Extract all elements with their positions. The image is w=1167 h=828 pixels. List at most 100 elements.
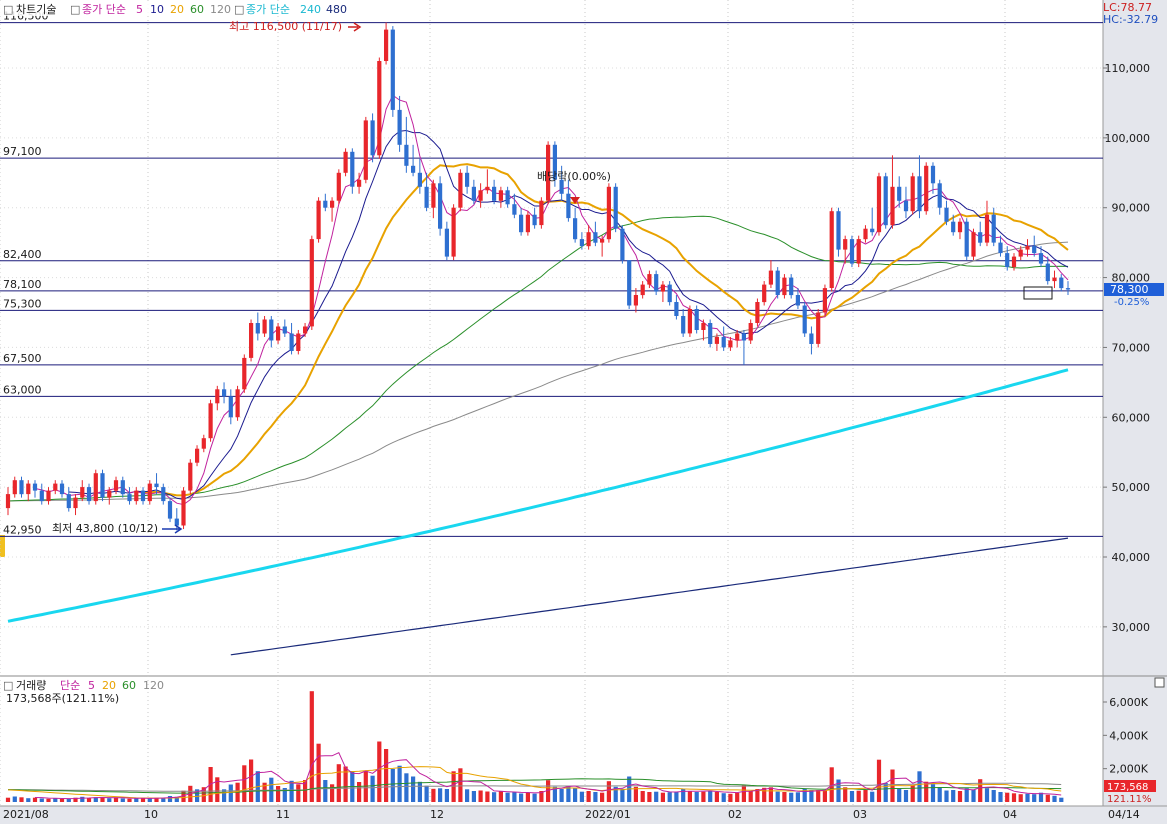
- candle-body: [73, 497, 78, 509]
- legend-box-icon[interactable]: □: [3, 679, 13, 692]
- volume-bar: [593, 792, 598, 802]
- candle-body: [795, 295, 800, 306]
- volume-legend-ma60: 60: [122, 679, 136, 692]
- volume-bar: [370, 775, 375, 802]
- volume-bar: [181, 790, 186, 802]
- candle-body: [188, 462, 193, 491]
- candle-body: [1045, 263, 1050, 282]
- candle-body: [937, 183, 942, 208]
- volume-bar: [721, 793, 726, 802]
- candle-body: [5, 494, 11, 509]
- volume-bar: [80, 796, 85, 802]
- volume-bar: [667, 792, 672, 802]
- candle-body: [242, 357, 247, 390]
- volume-bar: [728, 793, 733, 802]
- volume-tick-label: 4,000K: [1109, 729, 1148, 742]
- pane-menu-button[interactable]: [1154, 677, 1165, 688]
- candle-body: [39, 490, 44, 502]
- candle-body: [856, 239, 861, 264]
- time-tick-label: 04/14: [1108, 808, 1140, 821]
- candle-body: [701, 323, 706, 330]
- volume-bar: [579, 791, 584, 802]
- arrow-right-icon: [348, 22, 362, 32]
- current-volume: 173,568: [1107, 782, 1148, 793]
- legend-ma5: 5: [136, 3, 143, 16]
- volume-bar: [957, 791, 963, 802]
- candle-body: [552, 144, 557, 180]
- volume-bar: [930, 784, 936, 802]
- volume-bar: [86, 798, 92, 802]
- legend-ma240: 240: [300, 3, 321, 16]
- volume-bar: [559, 789, 564, 802]
- candle-body: [228, 396, 233, 418]
- candle-body: [127, 494, 132, 502]
- volume-bar: [876, 759, 882, 802]
- candle-body: [741, 333, 746, 341]
- volume-bar: [910, 785, 915, 802]
- candle-body: [991, 214, 996, 243]
- volume-bar: [822, 790, 827, 802]
- legend-box-icon[interactable]: □: [234, 3, 244, 16]
- volume-bar: [1018, 794, 1023, 802]
- candle-body: [606, 186, 611, 240]
- candle-body: [721, 336, 726, 348]
- volume-bar: [323, 780, 328, 802]
- volume-bar: [5, 797, 11, 802]
- price-level-label: 42,950: [3, 523, 42, 536]
- volume-bar: [140, 798, 146, 802]
- volume-bar: [606, 781, 611, 802]
- candle-body: [120, 480, 125, 495]
- volume-bar: [262, 782, 267, 802]
- volume-legend-title[interactable]: 거래량: [16, 679, 46, 692]
- volume-legend-current: 173,568주(121.11%): [6, 692, 119, 705]
- volume-bar: [647, 792, 652, 802]
- volume-bar: [438, 788, 443, 802]
- volume-bar: [620, 788, 625, 802]
- volume-bar: [492, 792, 497, 802]
- candle-body: [998, 242, 1003, 254]
- time-axis: 2021/08 10 11 12 2022/01 02 03 04 04/14: [3, 808, 1140, 821]
- legend-box-icon[interactable]: □: [70, 3, 80, 16]
- volume-bar: [998, 792, 1003, 802]
- volume-bar: [546, 780, 551, 802]
- volume-bar: [944, 790, 949, 802]
- candle-body: [465, 172, 470, 187]
- volume-bar: [127, 798, 132, 802]
- legend-ma10: 10: [150, 3, 164, 16]
- price-level-label: 78,100: [3, 278, 42, 291]
- lc-indicator: LC:78.77: [1103, 1, 1152, 14]
- volume-bar: [917, 771, 922, 802]
- candle-body: [363, 120, 368, 180]
- volume-bar: [829, 767, 834, 802]
- left-edge-marker: [0, 535, 5, 557]
- candle-body: [505, 190, 510, 205]
- volume-bar: [755, 789, 760, 802]
- volume-bar: [336, 764, 341, 802]
- candle-body: [93, 473, 98, 502]
- volume-bar: [1045, 794, 1050, 802]
- candle-body: [215, 389, 220, 404]
- time-tick-label: 12: [430, 808, 444, 821]
- volume-bar: [59, 799, 65, 802]
- volume-bar: [120, 798, 125, 802]
- legend-title[interactable]: 차트기술: [16, 3, 56, 16]
- candle-body: [458, 172, 463, 208]
- volume-bar: [978, 779, 983, 802]
- price-tick-label: 40,000: [1112, 551, 1151, 564]
- ma480-line: [230, 537, 1069, 656]
- volume-bar: [903, 790, 909, 802]
- volume-bar: [46, 798, 51, 802]
- volume-bar: [485, 791, 490, 802]
- price-level-label: 67,500: [3, 352, 42, 365]
- legend-box-icon[interactable]: □: [3, 3, 13, 16]
- volume-legend-ma-label: 단순: [60, 679, 80, 692]
- volume-bar: [640, 791, 645, 802]
- candle-body: [485, 186, 490, 191]
- price-tick-label: 60,000: [1112, 411, 1151, 424]
- candle-body: [735, 333, 740, 341]
- candle-body: [1052, 277, 1057, 282]
- volume-bar: [93, 797, 98, 802]
- selection-box[interactable]: [1023, 286, 1053, 300]
- candle-body: [1018, 249, 1023, 257]
